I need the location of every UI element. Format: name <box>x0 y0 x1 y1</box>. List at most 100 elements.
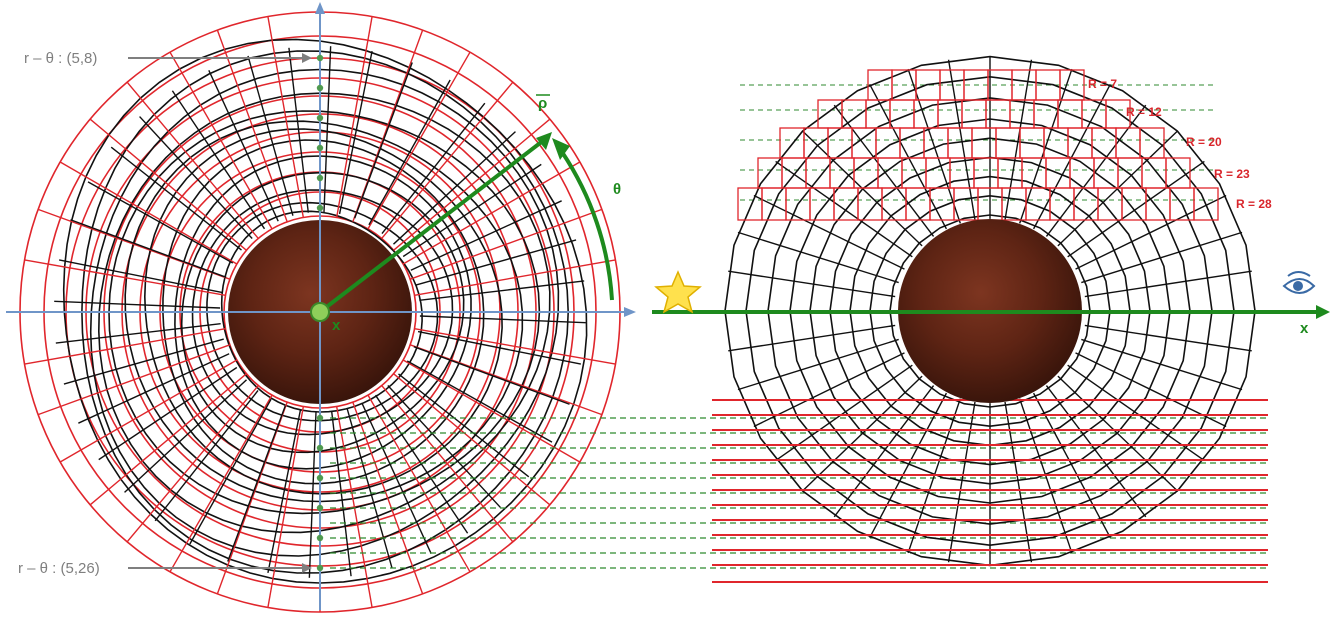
sample-dot <box>316 414 324 422</box>
red-spoke <box>169 51 273 230</box>
black-spoke <box>59 259 223 294</box>
rho-vector <box>318 138 546 314</box>
rho-arrowhead <box>536 132 552 150</box>
coord-pointer-top-arrow <box>302 53 312 63</box>
sample-box <box>973 157 999 189</box>
red-spoke <box>393 118 551 251</box>
black-spoke <box>361 402 432 554</box>
black-spoke <box>406 360 553 443</box>
red-spoke <box>126 385 259 543</box>
black-spoke <box>267 409 302 573</box>
projected-spoke <box>775 160 913 258</box>
projected-spoke <box>869 83 948 230</box>
projected-spoke <box>833 104 935 237</box>
sample-dot <box>316 444 324 452</box>
line-of-sight-arrow <box>1316 305 1330 319</box>
red-spoke <box>381 81 514 239</box>
red-spoke <box>216 29 288 223</box>
black-spoke <box>171 90 266 230</box>
projected-spoke <box>1045 104 1147 237</box>
sample-dot <box>316 144 324 152</box>
sample-box <box>1165 157 1191 189</box>
r-label: R = 20 <box>1186 135 1222 149</box>
sample-dot <box>316 174 324 182</box>
projected-spoke <box>1004 59 1033 221</box>
sample-dots <box>316 54 324 572</box>
black-spoke <box>55 322 221 344</box>
projected-spoke <box>1045 385 1147 518</box>
red-spoke <box>267 16 305 218</box>
red-spoke <box>381 385 514 543</box>
projected-spoke <box>1019 68 1073 224</box>
red-spoke <box>89 118 247 251</box>
black-spoke <box>227 405 286 562</box>
black-spoke <box>208 70 279 222</box>
projected-spoke <box>1075 194 1227 270</box>
sample-box <box>1145 187 1171 221</box>
red-spoke <box>37 344 231 416</box>
red-spoke <box>414 259 616 297</box>
black-spoke <box>63 338 224 385</box>
sample-box <box>737 187 763 221</box>
projected-spoke <box>737 338 899 391</box>
left-panel: ρ θ x r – θ : (5,8) r – θ : (5,26) <box>6 2 636 613</box>
sample-dot <box>316 534 324 542</box>
x-label-left: x <box>332 317 341 334</box>
r-labels: R = 7 R = 12 R = 20 R = 23 R = 28 <box>1088 77 1272 211</box>
rho-label: ρ <box>538 95 547 112</box>
right-panel: x R = 7 R = 12 R = 20 R = 23 R = 28 <box>652 55 1330 583</box>
projected-spoke <box>947 59 976 221</box>
r-label: R = 7 <box>1088 77 1117 91</box>
sample-box <box>997 157 1023 189</box>
black-spoke <box>387 385 501 508</box>
projected-spoke <box>1081 231 1243 284</box>
coord-pointer-bottom-arrow <box>302 563 312 573</box>
projected-spoke <box>728 324 896 352</box>
projected-spoke <box>737 231 899 284</box>
projected-spoke <box>753 194 905 270</box>
theta-arrowhead <box>552 138 570 160</box>
coord-label-top: r – θ : (5,8) <box>24 50 97 67</box>
black-spoke <box>308 411 317 578</box>
vertical-axis-arrow <box>315 2 325 14</box>
sample-dot <box>316 84 324 92</box>
theta-label: θ <box>613 181 621 198</box>
origin-marker <box>310 302 330 322</box>
sample-box <box>1193 187 1219 221</box>
red-spoke <box>59 359 238 463</box>
black-spoke <box>398 373 530 478</box>
projected-spoke <box>1032 83 1111 230</box>
sample-box <box>971 127 997 159</box>
projected-spoke <box>1084 324 1252 352</box>
black-spoke <box>288 47 310 213</box>
sample-box <box>987 69 1013 101</box>
star-icon <box>654 270 702 314</box>
red-spoke <box>89 373 247 506</box>
projected-spoke <box>869 392 948 539</box>
projected-spoke <box>1067 160 1205 258</box>
black-spoke <box>139 116 253 239</box>
black-spoke <box>189 398 272 545</box>
black-spoke <box>413 346 570 405</box>
coord-label-bottom: r – θ : (5,26) <box>18 560 100 577</box>
sample-box <box>779 127 805 159</box>
sample-box <box>809 187 835 221</box>
black-spoke <box>368 79 451 226</box>
black-spoke <box>247 55 294 216</box>
sample-box <box>1073 187 1099 221</box>
black-spoke <box>381 102 486 234</box>
black-spoke <box>54 300 221 309</box>
black-spoke <box>346 408 393 569</box>
red-spoke <box>352 401 424 595</box>
sample-dot <box>316 204 324 212</box>
r-label: R = 23 <box>1214 167 1250 181</box>
sample-box <box>1091 127 1117 159</box>
red-spoke <box>367 394 471 573</box>
sample-boxes <box>737 69 1219 221</box>
black-spoke <box>70 219 227 278</box>
black-spoke <box>417 330 581 365</box>
x-label-right: x <box>1300 320 1309 337</box>
projected-spoke <box>1032 392 1111 539</box>
red-spoke <box>335 16 373 218</box>
